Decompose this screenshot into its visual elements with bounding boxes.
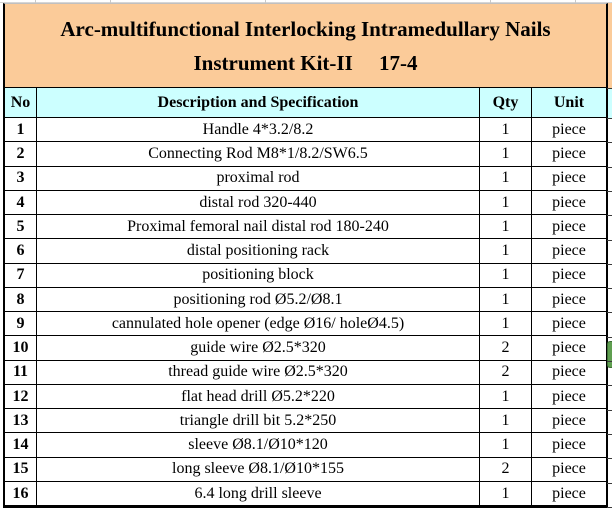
- column-header-qty: Qty: [480, 88, 532, 118]
- row-number-cell: 8: [5, 287, 37, 312]
- description-cell: Proximal femoral nail distal rod 180-240: [37, 215, 480, 240]
- gridline-stub: [607, 361, 612, 362]
- gridline-stub: [607, 191, 612, 192]
- qty-cell: 2: [480, 457, 532, 482]
- gridline-stub: [607, 88, 612, 89]
- description-cell: guide wire Ø2.5*320: [37, 336, 480, 361]
- gridline-tick: [490, 0, 491, 3]
- qty-cell: 1: [480, 142, 532, 167]
- unit-cell: piece: [532, 288, 606, 312]
- unit-cell: piece: [532, 336, 606, 361]
- description-cell: sleeve Ø8.1/Ø10*120: [37, 433, 480, 458]
- gridline-stub: [607, 434, 612, 435]
- row-number-cell: 3: [5, 166, 37, 191]
- row-number-cell: 10: [5, 336, 37, 361]
- selection-handle: [607, 341, 612, 368]
- row-number-cell: 14: [5, 433, 37, 458]
- gridline-tick: [35, 0, 36, 3]
- unit-cell: piece: [532, 361, 606, 385]
- gridline-stub: [607, 215, 612, 216]
- description-cell: Connecting Rod M8*1/8.2/SW6.5: [37, 142, 480, 167]
- qty-cell: 1: [480, 384, 532, 409]
- unit-cell: piece: [532, 239, 606, 264]
- description-cell: 6.4 long drill sleeve: [37, 481, 480, 506]
- unit-cell: piece: [532, 458, 606, 482]
- unit-cell: piece: [532, 167, 606, 191]
- qty-cell: 2: [480, 360, 532, 385]
- row-number-cell: 7: [5, 263, 37, 288]
- description-cell: long sleeve Ø8.1/Ø10*155: [37, 457, 480, 482]
- qty-cell: 1: [480, 287, 532, 312]
- qty-cell: 1: [480, 166, 532, 191]
- gridline-stub: [607, 264, 612, 265]
- row-number-cell: 9: [5, 312, 37, 337]
- unit-cell: piece: [532, 118, 606, 143]
- row-number-cell: 15: [5, 457, 37, 482]
- title-fill-bleed: [608, 3, 612, 88]
- unit-cell: piece: [532, 409, 606, 434]
- gridline-stub: [607, 458, 612, 459]
- header-fill-bleed: [608, 88, 612, 118]
- gridline-stub: [607, 337, 612, 338]
- row-number-cell: 4: [5, 190, 37, 215]
- description-cell: cannulated hole opener (edge Ø16/ holeØ4…: [37, 312, 480, 337]
- qty-cell: 1: [480, 239, 532, 264]
- gridline-stub: [607, 410, 612, 411]
- column-header-description: Description and Specification: [37, 88, 480, 118]
- column-header-no: No: [5, 88, 37, 118]
- gridline-stub: [607, 167, 612, 168]
- unit-cell: piece: [532, 312, 606, 337]
- description-cell: positioning block: [37, 263, 480, 288]
- qty-cell: 1: [480, 409, 532, 434]
- row-number-cell: 11: [5, 360, 37, 385]
- row-number-cell: 16: [5, 481, 37, 506]
- unit-cell: piece: [532, 433, 606, 458]
- row-number-cell: 12: [5, 384, 37, 409]
- gridline-tick: [110, 0, 111, 3]
- row-number-cell: 13: [5, 409, 37, 434]
- qty-cell: 1: [480, 263, 532, 288]
- description-cell: positioning rod Ø5.2/Ø8.1: [37, 287, 480, 312]
- gridline-stub: [607, 385, 612, 386]
- gridline-stub: [607, 118, 612, 119]
- description-cell: proximal rod: [37, 166, 480, 191]
- row-number-cell: 5: [5, 215, 37, 240]
- description-cell: thread guide wire Ø2.5*320: [37, 360, 480, 385]
- qty-cell: 1: [480, 190, 532, 215]
- qty-cell: 1: [480, 433, 532, 458]
- table-title-line2: Instrument Kit-II 17-4: [193, 50, 418, 75]
- qty-cell: 1: [480, 118, 532, 143]
- gridline-tick: [575, 0, 576, 3]
- unit-cell: piece: [532, 191, 606, 215]
- table-title-line1: Arc-multifunctional Interlocking Intrame…: [60, 16, 551, 41]
- gridline-stub: [607, 483, 612, 484]
- table-title: Arc-multifunctional Interlocking Intrame…: [5, 4, 606, 88]
- unit-cell: piece: [532, 482, 606, 506]
- top-gridline: [0, 2, 612, 3]
- gridline-stub: [607, 288, 612, 289]
- description-cell: distal positioning rack: [37, 239, 480, 264]
- unit-cell: piece: [532, 142, 606, 167]
- qty-cell: 2: [480, 336, 532, 361]
- gridline-stub: [607, 312, 612, 313]
- unit-cell: piece: [532, 264, 606, 288]
- row-number-cell: 6: [5, 239, 37, 264]
- description-cell: flat head drill Ø5.2*220: [37, 384, 480, 409]
- qty-cell: 1: [480, 215, 532, 240]
- description-cell: triangle drill bit 5.2*250: [37, 409, 480, 434]
- qty-cell: 1: [480, 312, 532, 337]
- unit-cell: piece: [532, 385, 606, 409]
- gridline-stub: [607, 142, 612, 143]
- column-header-unit: Unit: [532, 88, 606, 118]
- row-number-cell: 2: [5, 142, 37, 167]
- description-cell: distal rod 320-440: [37, 190, 480, 215]
- gridline-stub: [607, 507, 612, 508]
- qty-cell: 1: [480, 481, 532, 506]
- unit-cell: piece: [532, 215, 606, 240]
- gridline-stub: [607, 240, 612, 241]
- description-cell: Handle 4*3.2/8.2: [37, 118, 480, 143]
- instrument-kit-table: Arc-multifunctional Interlocking Intrame…: [3, 3, 608, 508]
- row-number-cell: 1: [5, 118, 37, 143]
- gridline-tick: [265, 0, 266, 3]
